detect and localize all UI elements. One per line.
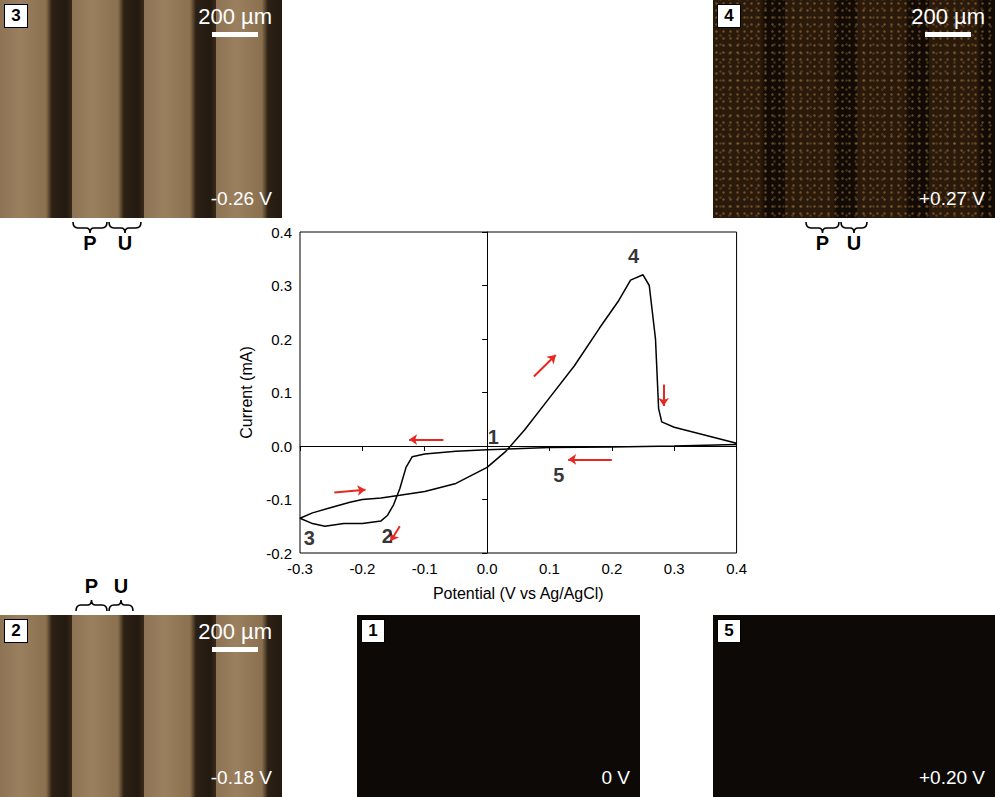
svg-text:0.0: 0.0: [477, 560, 498, 577]
svg-text:3: 3: [304, 527, 315, 549]
svg-text:-0.2: -0.2: [266, 545, 292, 562]
svg-text:0.1: 0.1: [271, 384, 292, 401]
html-text:1: 1: [368, 621, 378, 640]
svg-text:1: 1: [488, 426, 499, 448]
html-text:U: U: [117, 232, 133, 254]
svg-text:4: 4: [628, 245, 640, 267]
html-text:P: P: [815, 232, 830, 254]
html-text:U: U: [113, 575, 129, 597]
svg-text:2: 2: [382, 525, 393, 547]
html-text:4: 4: [724, 6, 734, 25]
svg-text:0.3: 0.3: [271, 277, 292, 294]
html-text:2: 2: [11, 621, 21, 640]
html-text:+0.27 V: +0.27 V: [919, 188, 985, 209]
html-text:5: 5: [724, 621, 734, 640]
svg-text:0.4: 0.4: [271, 224, 292, 241]
html-text:0 V: 0 V: [601, 767, 630, 788]
svg-text:Potential (V vs Ag/AgCl): Potential (V vs Ag/AgCl): [433, 585, 604, 602]
html-text:P: P: [84, 575, 99, 597]
svg-text:0.2: 0.2: [271, 331, 292, 348]
svg-text:Current (mA): Current (mA): [238, 346, 255, 438]
svg-text:-0.1: -0.1: [266, 491, 292, 508]
html-text:3: 3: [11, 6, 21, 25]
svg-text:-0.2: -0.2: [349, 560, 375, 577]
html-text:200 µm: 200 µm: [198, 4, 272, 29]
svg-text:-0.3: -0.3: [287, 560, 313, 577]
svg-text:-0.1: -0.1: [412, 560, 438, 577]
svg-text:0.3: 0.3: [664, 560, 685, 577]
html-text:+0.20 V: +0.20 V: [919, 767, 985, 788]
svg-text:0.1: 0.1: [539, 560, 560, 577]
html-text:-0.26 V: -0.26 V: [210, 188, 272, 209]
html-text:-0.18 V: -0.18 V: [210, 767, 272, 788]
svg-text:5: 5: [553, 464, 564, 486]
html-text:P: P: [83, 232, 97, 254]
svg-text:0.0: 0.0: [271, 438, 292, 455]
html-text:U: U: [846, 232, 862, 254]
html-text:200 µm: 200 µm: [198, 619, 272, 644]
svg-text:0.2: 0.2: [601, 560, 622, 577]
svg-text:0.4: 0.4: [726, 560, 747, 577]
html-text:200 µm: 200 µm: [911, 4, 985, 29]
